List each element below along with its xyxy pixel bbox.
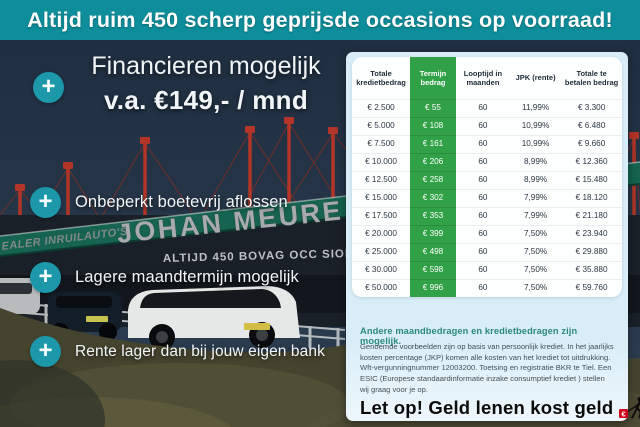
table-cell: € 29.880: [561, 243, 622, 261]
plus-icon: +: [30, 336, 61, 367]
finance-card: Totale kredietbedrag Termijn bedrag Loopti…: [346, 52, 640, 421]
table-cell: € 5.000: [352, 117, 411, 135]
table-cell: € 302: [410, 189, 456, 207]
warning-text: Let op! Geld lenen kost geld: [360, 397, 614, 418]
bullet-label: Lagere maandtermijn mogelijk: [75, 268, 299, 286]
top-banner: Altijd ruim 450 scherp geprijsde occasio…: [0, 0, 640, 40]
table-cell: € 59.760: [561, 279, 622, 297]
svg-text:€: €: [622, 409, 627, 418]
table-cell: € 6.480: [561, 117, 622, 135]
table-cell: € 996: [410, 279, 456, 297]
table-cell: 8,99%: [509, 171, 562, 189]
plus-glyph: +: [38, 187, 53, 215]
table-cell: 11,99%: [509, 99, 562, 117]
table-cell: € 55: [410, 99, 456, 117]
table-cell: € 12.500: [352, 171, 411, 189]
table-cell: € 10.000: [352, 153, 411, 171]
table-cell: € 15.480: [561, 171, 622, 189]
bullet-label: Onbeperkt boetevrij aflossen: [75, 193, 288, 211]
table-cell: € 3.300: [561, 99, 622, 117]
column-header: JPK (rente): [515, 73, 556, 83]
table-cell: 7,50%: [509, 243, 562, 261]
bullet-rente-lager: + Rente lager dan bij jouw eigen bank: [30, 336, 325, 367]
table-cell: 60: [455, 189, 510, 207]
plus-glyph: +: [38, 262, 53, 290]
table-cell: € 15.000: [352, 189, 411, 207]
table-cell: 8,99%: [509, 153, 562, 171]
table-cell: € 23.940: [561, 225, 622, 243]
table-cell: 60: [455, 135, 510, 153]
table-cell: € 35.880: [561, 261, 622, 279]
plus-glyph: +: [41, 72, 56, 100]
table-cell: 7,50%: [509, 279, 562, 297]
table-cell: 60: [455, 225, 510, 243]
column-header: Totale te betalen bedrag: [564, 68, 619, 87]
table-cell: € 12.360: [561, 153, 622, 171]
top-banner-text: Altijd ruim 450 scherp geprijsde occasio…: [27, 7, 613, 32]
table-cell: 60: [455, 117, 510, 135]
bullet-label: Rente lager dan bij jouw eigen bank: [75, 342, 325, 360]
table-cell: € 20.000: [352, 225, 411, 243]
table-cell: € 30.000: [352, 261, 411, 279]
table-cell: € 206: [410, 153, 456, 171]
note-heading: Andere maandbedragen en kredietbedragen …: [360, 326, 578, 346]
table-cell: 60: [455, 153, 510, 171]
column-header: Totale kredietbedrag: [356, 68, 406, 87]
column-header: Looptijd in maanden: [463, 68, 503, 87]
table-cell: 10,99%: [509, 117, 562, 135]
table-cell: 7,99%: [509, 189, 562, 207]
table-cell: 60: [455, 261, 510, 279]
table-cell: 7,50%: [509, 261, 562, 279]
table-cell: € 50.000: [352, 279, 411, 297]
bullet-lagere-maandtermijn: + Lagere maandtermijn mogelijk: [30, 262, 299, 293]
table-cell: € 9.660: [561, 135, 622, 153]
bullet-boetevrij-aflossen: + Onbeperkt boetevrij aflossen: [30, 187, 288, 218]
parked-cars: [0, 278, 300, 350]
table-cell: € 498: [410, 243, 456, 261]
table-cell: 60: [455, 207, 510, 225]
plus-icon: +: [30, 262, 61, 293]
headline: Financieren mogelijk v.a. €149,- / mnd: [72, 51, 340, 116]
table-cell: 7,50%: [509, 225, 562, 243]
table-cell: 60: [455, 243, 510, 261]
table-cell: 60: [455, 279, 510, 297]
warning-line: Let op! Geld lenen kost geld €: [360, 396, 640, 420]
table-cell: € 353: [410, 207, 456, 225]
table-cell: € 161: [410, 135, 456, 153]
table-cell: 60: [455, 171, 510, 189]
plus-glyph: +: [38, 336, 53, 364]
table-cell: € 108: [410, 117, 456, 135]
table-cell: € 18.120: [561, 189, 622, 207]
table-cell: € 21.180: [561, 207, 622, 225]
plus-icon: +: [33, 72, 64, 103]
table-cell: € 7.500: [352, 135, 411, 153]
disclaimer-text: Genoemde voorbeelden zijn op basis van p…: [360, 342, 614, 394]
geld-lenen-kost-geld-icon: €: [619, 396, 640, 419]
table-cell: € 2.500: [352, 99, 411, 117]
table-cell: € 25.000: [352, 243, 411, 261]
awning-text: ALTIJD 450 BOVAG OCC SIONS: [163, 248, 363, 265]
table-cell: € 17.500: [352, 207, 411, 225]
column-header: Termijn bedrag: [410, 57, 456, 99]
table-cell: € 399: [410, 225, 456, 243]
table-cell: 10,99%: [509, 135, 562, 153]
finance-table: Totale kredietbedrag Termijn bedrag Loopti…: [352, 57, 622, 297]
headline-line2: v.a. €149,- / mnd: [103, 85, 309, 116]
headline-line1: Financieren mogelijk: [91, 52, 321, 80]
table-cell: € 598: [410, 261, 456, 279]
table-cell: 7,99%: [509, 207, 562, 225]
plus-icon: +: [30, 187, 61, 218]
table-cell: € 258: [410, 171, 456, 189]
table-cell: 60: [455, 99, 510, 117]
